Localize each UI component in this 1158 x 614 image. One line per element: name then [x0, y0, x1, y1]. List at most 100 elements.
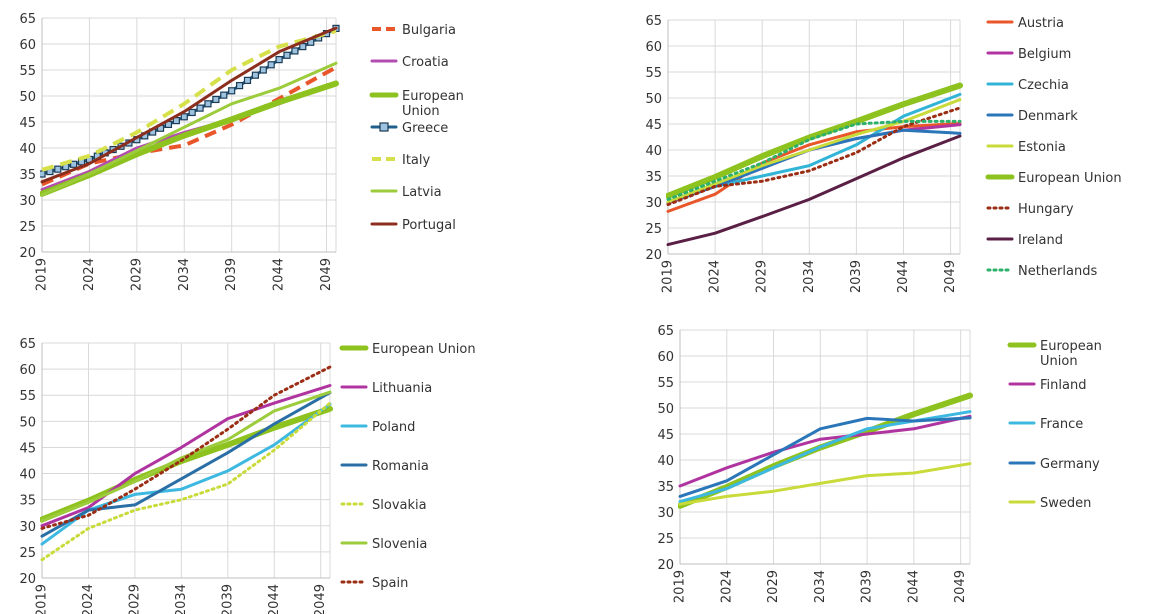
- y-tick-label: 60: [645, 40, 662, 55]
- series-line-germany: [678, 416, 972, 498]
- y-tick-label: 50: [657, 402, 674, 417]
- series-lines: [40, 24, 340, 197]
- y-tick-label: 55: [645, 66, 662, 81]
- greece-marker: [204, 100, 212, 108]
- legend-label: Lithuania: [372, 381, 432, 396]
- series-line-slovakia: [40, 401, 332, 562]
- x-tick-label: 2029: [755, 260, 770, 293]
- legend-item: Netherlands: [986, 264, 1097, 279]
- y-tick-label: 45: [19, 116, 36, 131]
- legend-label: Estonia: [1018, 140, 1066, 155]
- y-tick-label: 60: [19, 38, 36, 53]
- legend-label: Austria: [1018, 16, 1064, 31]
- legend-item: European Union: [339, 342, 476, 357]
- series-line-ireland: [666, 134, 962, 247]
- y-tick-label: 45: [645, 118, 662, 133]
- legend-item: Belgium: [986, 47, 1071, 62]
- chart-panel-3: 20 25 30 35 40 45 50 55 60 65 2019 2024 2029 2034 2039…: [19, 337, 475, 614]
- series-line-portugal: [40, 26, 338, 184]
- y-tick-label: 50: [19, 90, 36, 105]
- legend-label: Portugal: [402, 218, 456, 233]
- x-tick-label: 2029: [766, 570, 781, 603]
- y-tick-label: 65: [657, 324, 674, 339]
- x-tick-label: 2034: [813, 570, 828, 603]
- legend-label: European Union: [1040, 339, 1102, 369]
- y-tick-label: 35: [657, 480, 674, 495]
- y-tick-label: 65: [19, 12, 36, 27]
- greece-marker: [220, 91, 228, 99]
- legend-item: Germany: [1008, 457, 1100, 472]
- legend-item: Sweden: [1008, 496, 1091, 511]
- x-tick-label: 2044: [267, 584, 282, 614]
- y-tick-label: 40: [657, 454, 674, 469]
- legend-item: Latvia: [370, 185, 442, 200]
- y-tick-label: 45: [657, 428, 674, 443]
- greece-marker: [188, 108, 196, 117]
- y-tick-label: 40: [19, 142, 36, 157]
- x-tick-label: 2049: [953, 570, 968, 603]
- chart-panel-1: 20 25 30 35 40 45 50 55 60 65 2019 2024 2029 2034 2039…: [19, 12, 463, 291]
- legend-item: Slovenia: [340, 537, 427, 552]
- series-line-austria: [666, 122, 962, 213]
- legend-label: Denmark: [1018, 109, 1078, 124]
- legend-label: Hungary: [1018, 202, 1074, 217]
- legend-label: Slovakia: [372, 498, 427, 513]
- x-tick-label: 2034: [177, 258, 192, 291]
- greece-marker: [235, 81, 244, 90]
- legend-label: Croatia: [402, 55, 449, 70]
- legend-item: Bulgaria: [372, 23, 456, 38]
- greece-marker: [196, 104, 204, 112]
- y-tick-label: 25: [645, 222, 662, 237]
- series-line-romania: [40, 391, 332, 538]
- greece-marker: [251, 71, 259, 79]
- y-tick-label: 30: [19, 520, 36, 535]
- legend-item: Ireland: [986, 233, 1063, 248]
- x-tick-label: 2039: [860, 570, 875, 603]
- x-tick-label: 2024: [81, 584, 96, 614]
- legend-item: Austria: [986, 16, 1064, 31]
- legend-label: Ireland: [1018, 233, 1063, 248]
- chart-panel-4: 20 25 30 35 40 45 50 55 60 65 2019 2024 2029 2034 2039…: [657, 324, 1101, 603]
- x-tick-label: 2024: [719, 570, 734, 603]
- y-tick-label: 40: [19, 468, 36, 483]
- y-tick-label: 20: [19, 246, 36, 261]
- series-lines: [666, 82, 963, 247]
- legend-item: European Union: [1007, 339, 1102, 369]
- y-tick-label: 50: [645, 92, 662, 107]
- legend-item: Czechia: [986, 78, 1069, 93]
- y-tick-label: 65: [645, 14, 662, 29]
- greece-marker: [275, 55, 283, 64]
- series-line-sweden: [678, 462, 972, 506]
- y-tick-label: 50: [19, 415, 36, 430]
- x-tick-label: 2039: [849, 260, 864, 293]
- y-tick-label: 60: [19, 363, 36, 378]
- x-tick-label: 2049: [319, 258, 334, 291]
- x-tick-label: 2039: [220, 584, 235, 614]
- legend-item: Spain: [340, 576, 408, 591]
- y-tick-label: 35: [19, 494, 36, 509]
- legend-label: Netherlands: [1018, 264, 1097, 279]
- y-tick-label: 30: [19, 194, 36, 209]
- legend-label: Spain: [372, 576, 408, 591]
- legend-label: Latvia: [402, 185, 442, 200]
- greece-marker: [40, 170, 46, 178]
- legend: Bulgaria Croatia European Union Greece Italy L…: [369, 23, 464, 233]
- y-tick-label: 55: [19, 389, 36, 404]
- x-tick-label: 2049: [313, 584, 328, 614]
- y-tick-label: 65: [19, 337, 36, 352]
- series-line-latvia: [40, 61, 338, 197]
- series-lines: [678, 392, 973, 509]
- x-tick-label: 2034: [802, 260, 817, 293]
- legend-item: Romania: [340, 459, 429, 474]
- y-tick-label: 40: [645, 144, 662, 159]
- x-tick-label: 2039: [224, 258, 239, 291]
- legend-item: Hungary: [986, 202, 1074, 217]
- series-line-estonia: [666, 98, 962, 204]
- greece-marker: [70, 160, 78, 168]
- greece-marker: [228, 87, 236, 95]
- y-tick-label: 25: [19, 220, 36, 235]
- series-line-denmark: [666, 128, 962, 204]
- series-line-lithuania: [40, 384, 332, 528]
- legend-label: Finland: [1040, 378, 1086, 393]
